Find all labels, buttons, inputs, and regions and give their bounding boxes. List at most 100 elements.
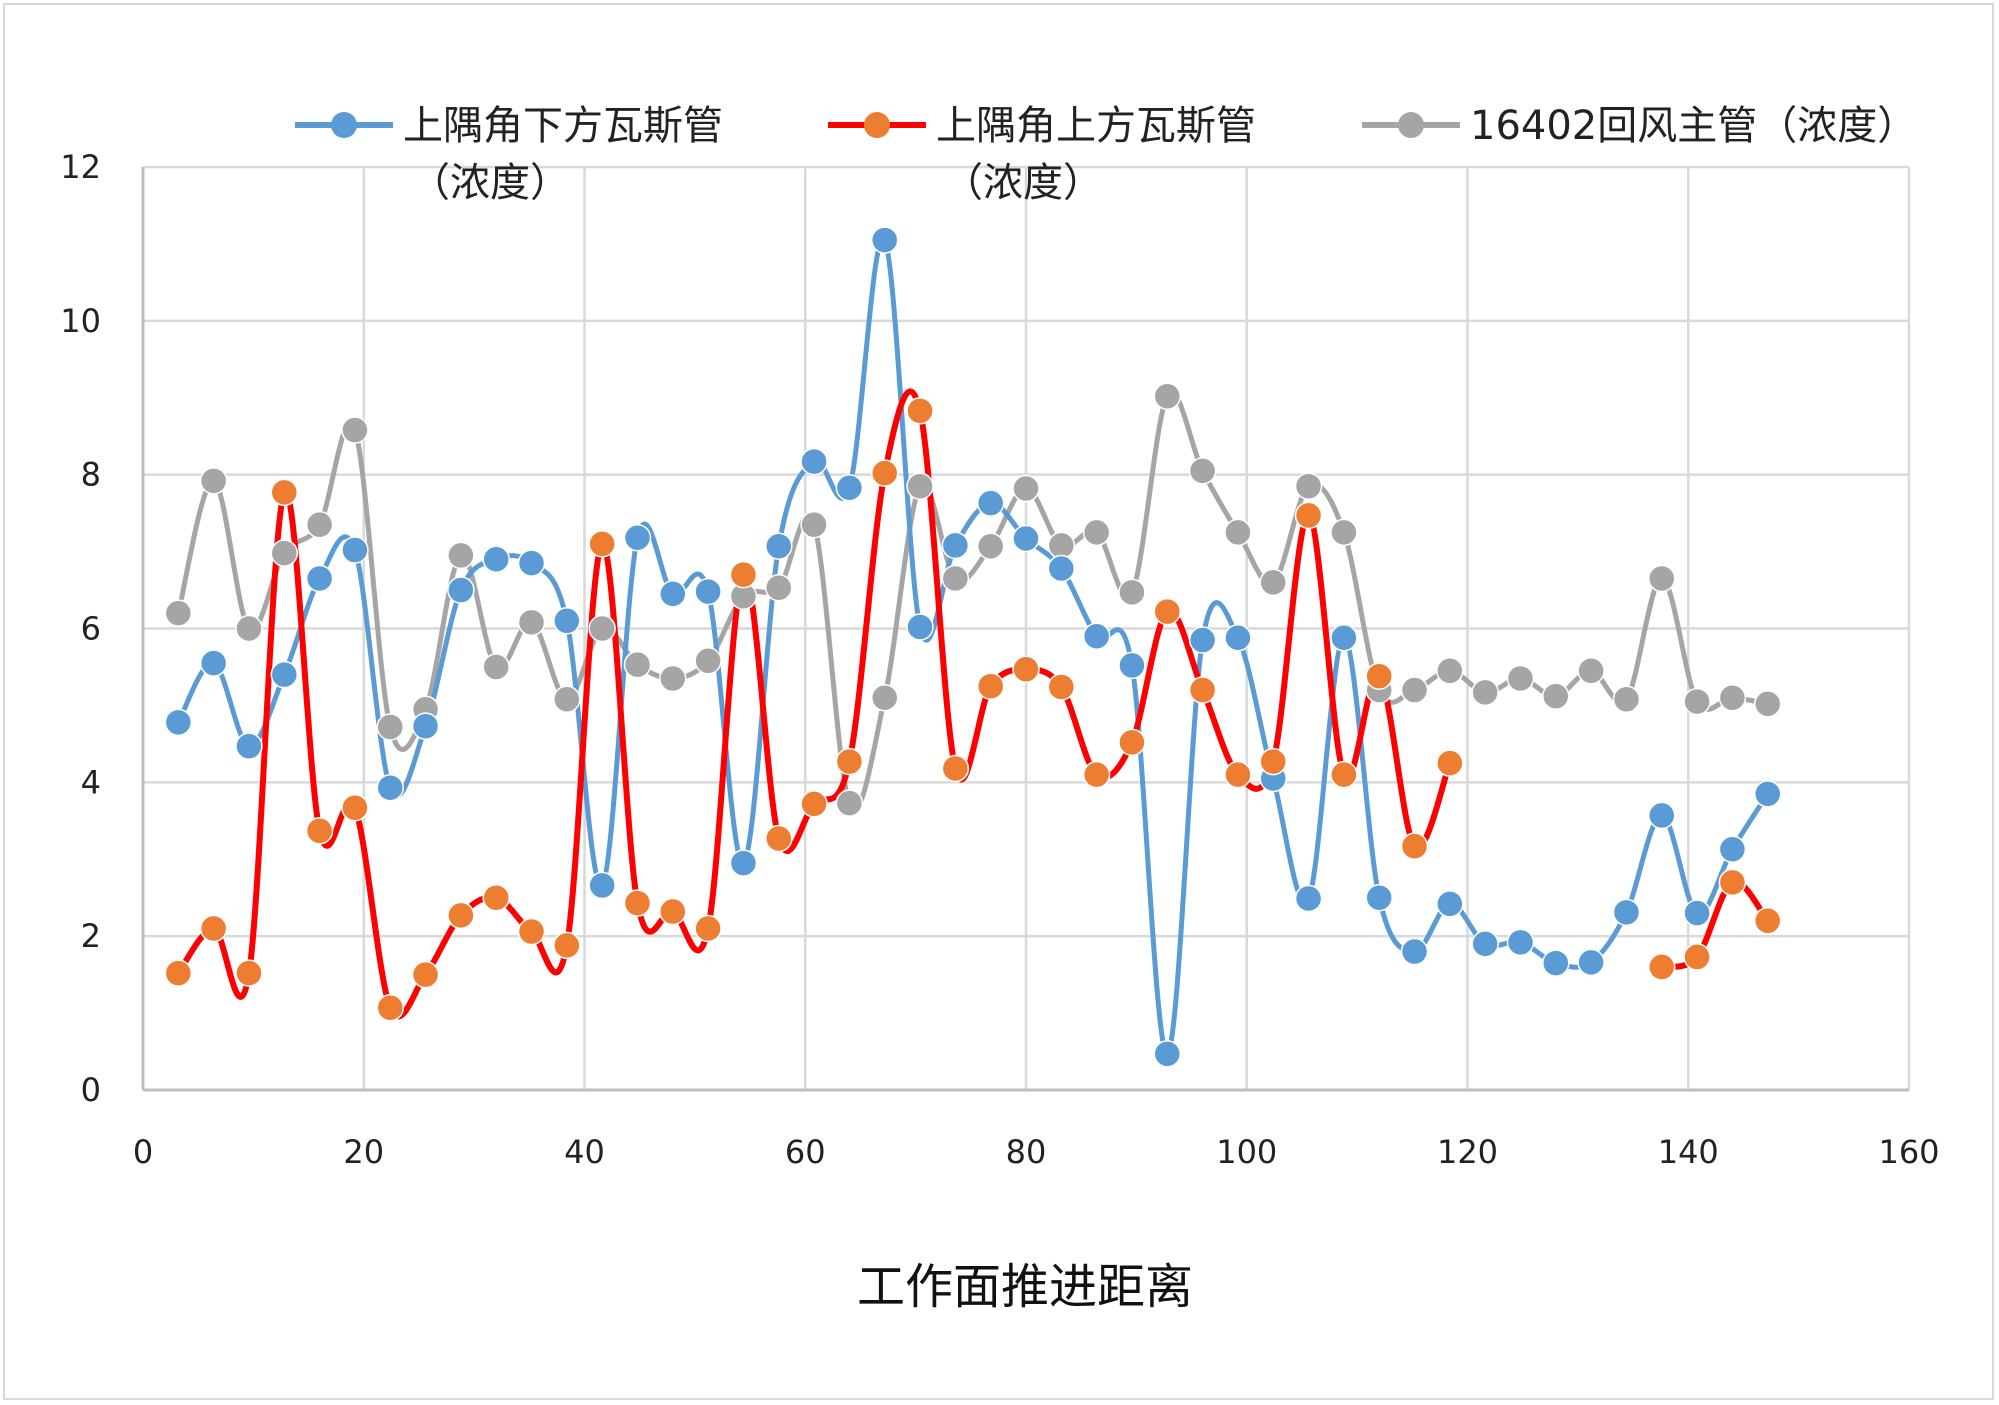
- data-point-series-2: [305, 510, 334, 539]
- legend-label: （浓度）: [943, 160, 1103, 206]
- data-point-series-0: [1753, 780, 1782, 808]
- data-point-series-0: [1542, 949, 1570, 977]
- data-point-series-2: [1153, 382, 1182, 410]
- data-point-series-0: [870, 226, 899, 254]
- data-point-series-1: [1012, 655, 1040, 684]
- series-lines: [175, 236, 1771, 1057]
- x-tick-label: 40: [564, 1133, 605, 1171]
- data-point-series-1: [976, 672, 1005, 700]
- data-point-series-2: [270, 539, 299, 567]
- data-point-series-0: [659, 580, 687, 608]
- data-point-series-2: [1118, 578, 1146, 607]
- x-tick-label: 0: [133, 1133, 153, 1171]
- data-point-series-0: [1400, 937, 1429, 966]
- data-point-series-0: [411, 712, 440, 740]
- data-point-series-2: [164, 599, 193, 627]
- legend-label: 16402回风主管（浓度）: [1470, 103, 1917, 149]
- data-point-series-0: [1612, 898, 1641, 927]
- data-point-series-2: [1683, 687, 1711, 716]
- data-point-series-1: [1400, 832, 1429, 860]
- data-point-series-1: [1153, 597, 1182, 626]
- data-point-series-2: [447, 541, 475, 570]
- data-point-series-0: [1365, 883, 1393, 912]
- data-point-series-0: [1294, 884, 1323, 913]
- data-point-series-2: [941, 564, 970, 593]
- data-point-series-0: [553, 607, 581, 635]
- data-point-series-0: [729, 849, 758, 877]
- data-point-series-2: [235, 614, 263, 643]
- data-point-series-0: [1118, 651, 1146, 680]
- chart-frame: [3, 3, 1994, 1400]
- data-point-series-2: [1471, 678, 1499, 707]
- series-line-1: [175, 388, 1453, 1020]
- data-point-series-1: [800, 790, 828, 818]
- y-tick-label: 10: [60, 302, 101, 340]
- data-point-series-0: [376, 773, 404, 802]
- data-point-series-0: [1082, 622, 1111, 650]
- data-point-series-1: [694, 914, 722, 943]
- series-markers: [164, 226, 1782, 1068]
- data-point-series-1: [659, 897, 687, 926]
- data-point-series-0: [1330, 623, 1358, 652]
- data-point-series-2: [765, 573, 793, 602]
- data-point-series-0: [588, 871, 616, 900]
- data-point-series-1: [517, 917, 546, 946]
- data-point-series-0: [623, 523, 652, 552]
- data-point-series-2: [1330, 518, 1358, 547]
- data-point-series-0: [482, 545, 510, 574]
- data-point-series-2: [1436, 657, 1464, 685]
- data-point-series-2: [1047, 531, 1076, 560]
- data-point-series-0: [1047, 554, 1076, 583]
- y-tick-label: 0: [81, 1071, 101, 1109]
- y-tick-label: 8: [81, 456, 101, 494]
- data-point-series-0: [1471, 930, 1499, 958]
- data-point-series-0: [235, 732, 263, 760]
- data-point-series-1: [906, 397, 934, 425]
- data-point-series-0: [1012, 524, 1040, 553]
- data-point-series-2: [517, 608, 546, 637]
- data-point-series-0: [835, 473, 864, 502]
- data-point-series-1: [553, 931, 581, 960]
- data-point-series-0: [1718, 835, 1747, 864]
- data-point-series-0: [1188, 626, 1217, 654]
- data-point-series-1: [1365, 662, 1393, 690]
- legend-swatch-marker: [1398, 112, 1424, 138]
- x-tick-label: 140: [1658, 1133, 1719, 1171]
- data-point-series-0: [1436, 890, 1464, 918]
- data-point-series-2: [1259, 568, 1287, 597]
- data-point-series-1: [1047, 673, 1076, 701]
- data-point-series-0: [270, 660, 299, 689]
- data-point-series-1: [411, 960, 440, 989]
- data-point-series-0: [341, 536, 369, 564]
- x-tick-label: 60: [785, 1133, 826, 1171]
- legend-label: （浓度）: [410, 160, 570, 206]
- data-point-series-1: [1188, 676, 1217, 704]
- legend-label: 上隅角上方瓦斯管: [936, 103, 1256, 149]
- data-point-series-1: [870, 459, 899, 487]
- data-point-series-2: [659, 664, 687, 693]
- data-point-series-2: [1506, 664, 1535, 693]
- data-point-series-1: [164, 959, 193, 987]
- data-point-series-1: [1683, 943, 1711, 971]
- data-point-series-1: [835, 747, 864, 776]
- x-tick-label: 120: [1437, 1133, 1498, 1171]
- series-line-0: [176, 236, 1770, 1057]
- legend-swatch-marker: [331, 112, 357, 138]
- y-tick-label: 4: [81, 763, 101, 801]
- data-point-series-0: [164, 708, 193, 737]
- data-point-series-2: [588, 614, 616, 643]
- data-point-series-0: [906, 613, 934, 641]
- data-point-series-0: [1577, 948, 1605, 977]
- data-point-series-2: [1753, 690, 1782, 718]
- x-tick-label: 20: [343, 1133, 384, 1171]
- data-point-series-2: [376, 713, 404, 741]
- data-point-series-1: [1648, 953, 1676, 981]
- data-point-series-0: [1648, 801, 1676, 830]
- data-point-series-1: [1224, 760, 1252, 789]
- x-tick-label: 160: [1878, 1133, 1939, 1171]
- data-point-series-2: [976, 532, 1005, 560]
- y-tick-label: 12: [60, 148, 101, 186]
- data-point-series-1: [447, 901, 475, 930]
- data-point-series-1: [1118, 728, 1146, 757]
